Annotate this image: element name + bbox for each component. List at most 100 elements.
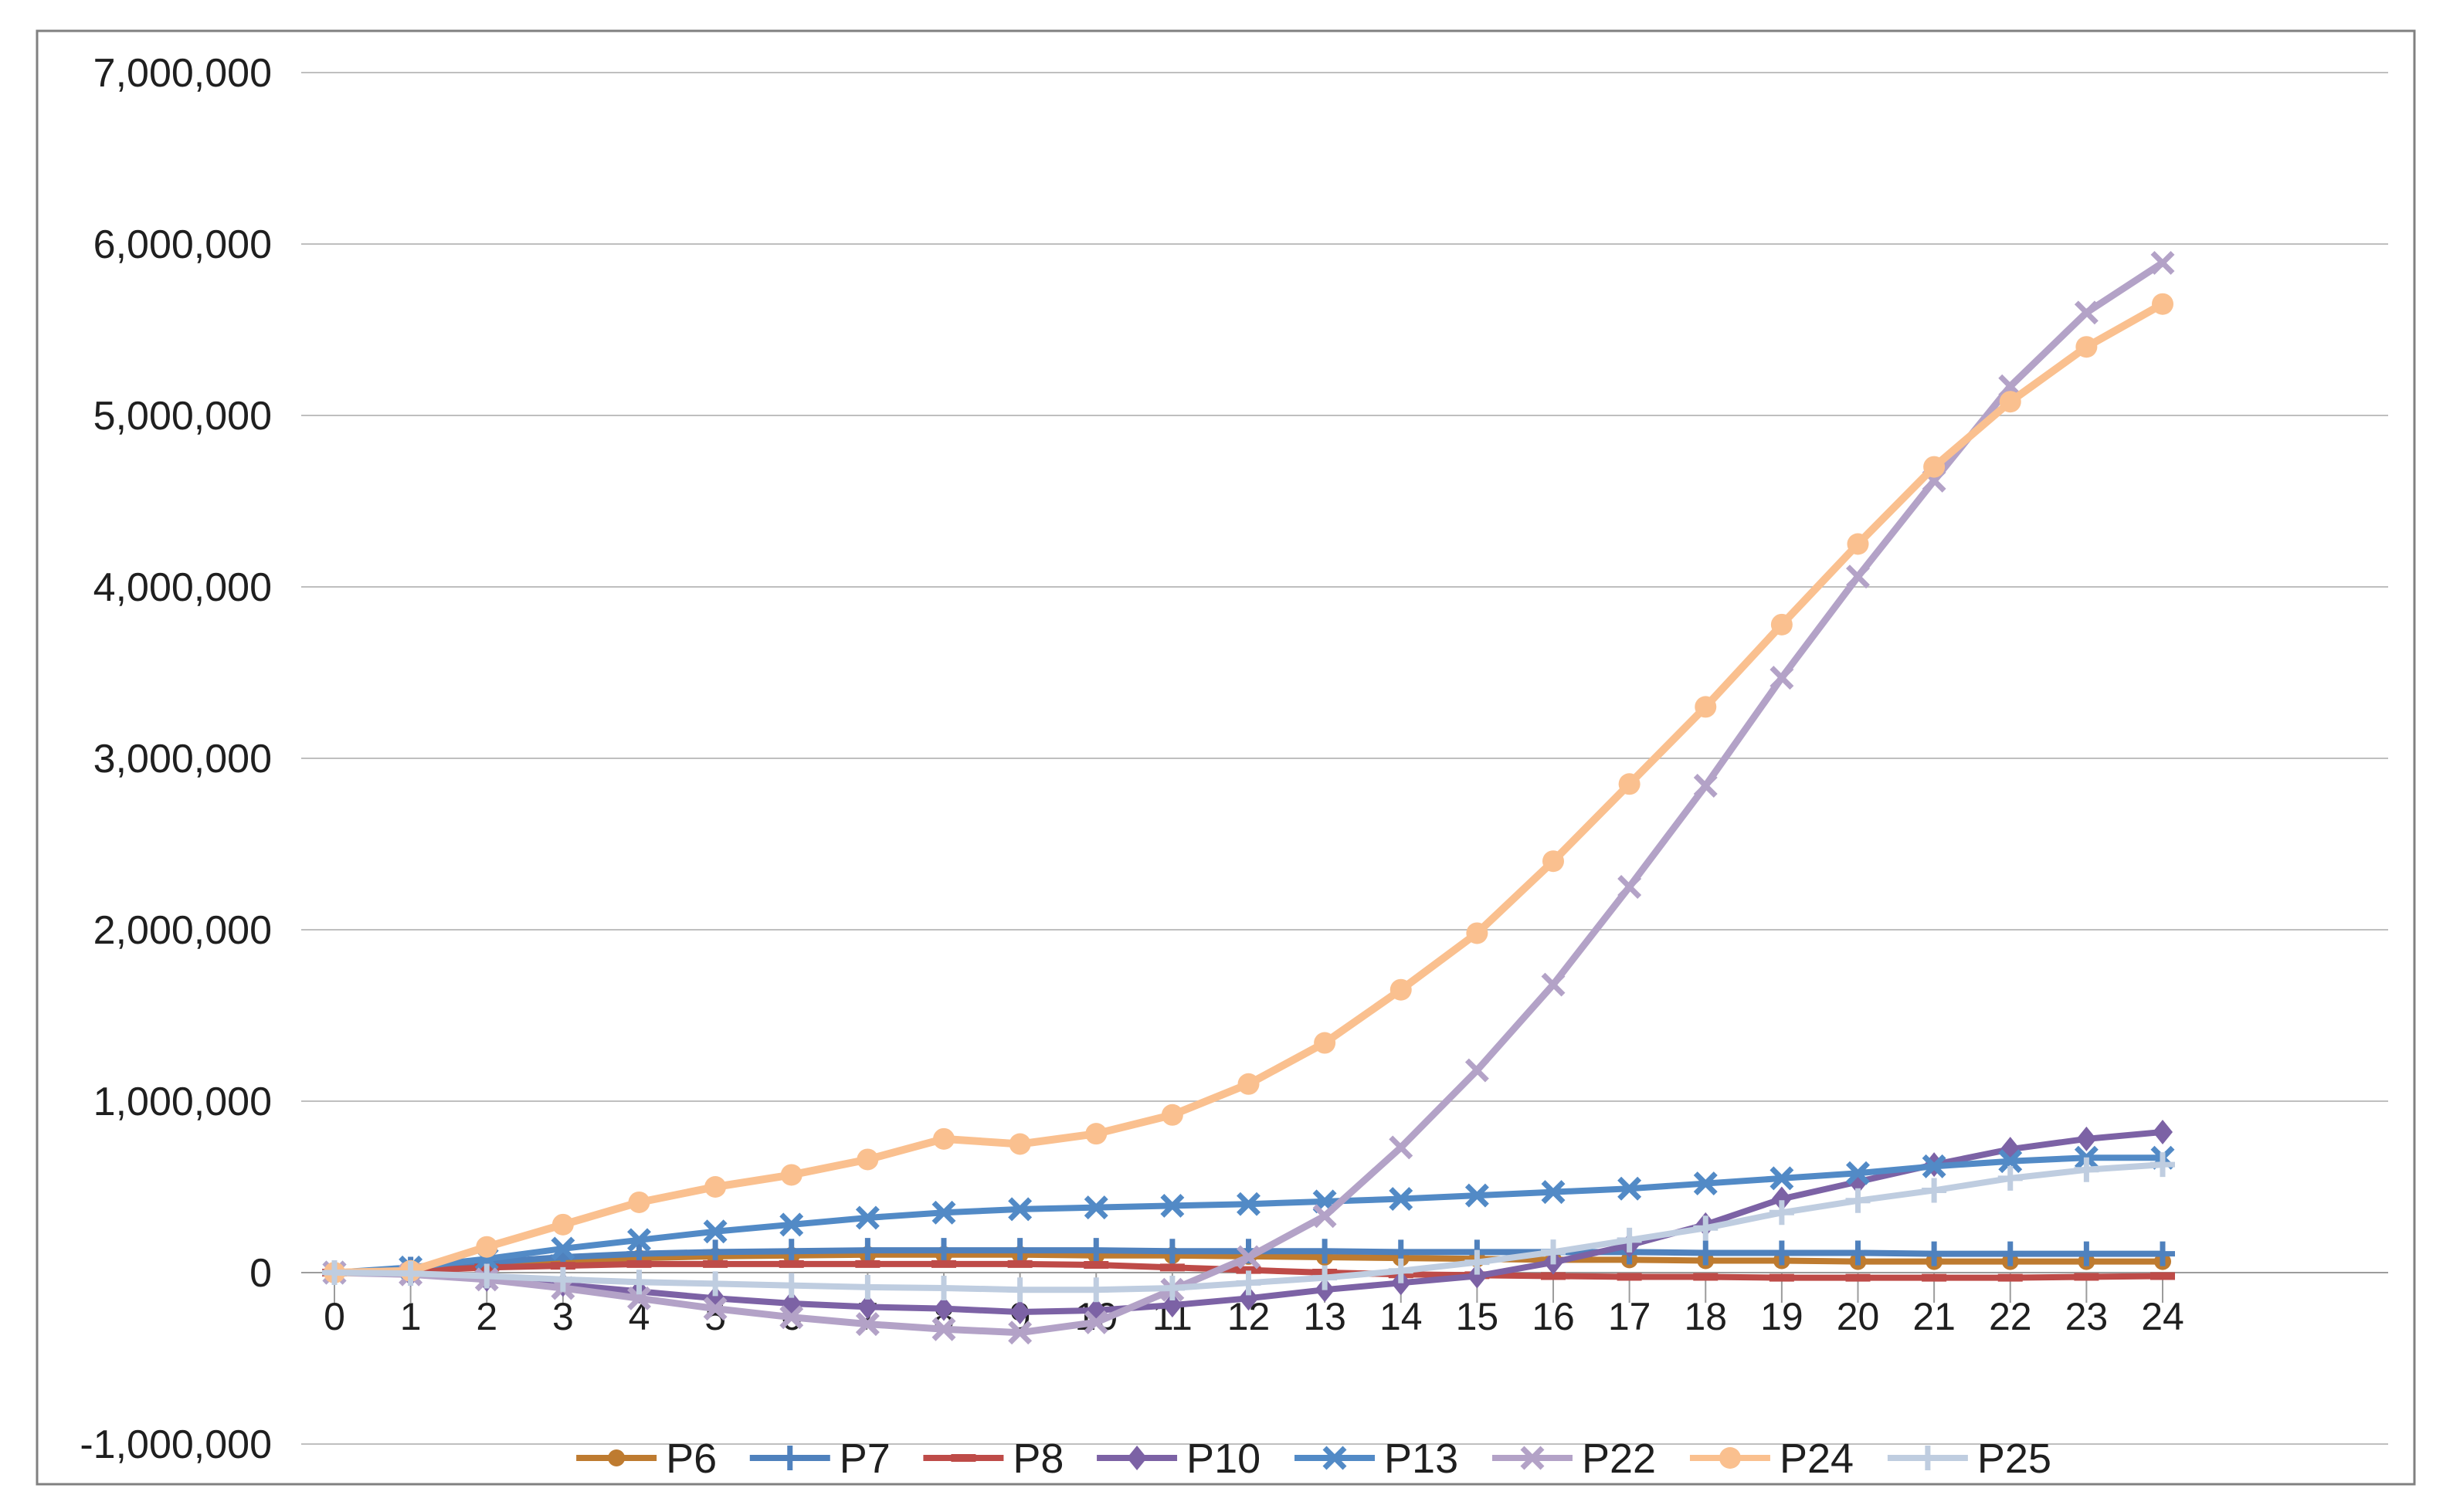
y-axis-labels: -1,000,000 0 1,000,000 2,000,000 3,000,000 4,… — [80, 51, 272, 1467]
plus-marker-icon — [855, 1274, 880, 1300]
circle-marker-icon — [1161, 1103, 1183, 1126]
x-marker-icon — [1464, 1058, 1489, 1083]
plus-marker-icon — [1084, 1277, 1109, 1303]
legend-item-P10: P10 — [1097, 1436, 1261, 1482]
x-axis-tick-label: 13 — [1303, 1295, 1346, 1338]
x-marker-icon — [1237, 1245, 1261, 1270]
y-axis-tick-label: 1,000,000 — [93, 1080, 272, 1124]
x-marker-icon — [1693, 774, 1718, 798]
legend-label: P24 — [1780, 1436, 1854, 1482]
y-axis-tick-label: 2,000,000 — [93, 908, 272, 953]
diamond-marker-icon — [1127, 1446, 1148, 1470]
x-marker-icon — [779, 1305, 804, 1330]
circle-marker-icon — [2075, 336, 2098, 358]
x-marker-icon — [1617, 1176, 1642, 1201]
x-marker-icon — [1160, 1193, 1185, 1218]
plus-marker-icon — [1617, 1227, 1642, 1253]
circle-marker-icon — [857, 1148, 879, 1171]
x-axis-tick-label: 21 — [1912, 1295, 1956, 1338]
legend-label: P13 — [1384, 1436, 1458, 1482]
x-axis-tick-label: 1 — [400, 1295, 422, 1338]
plus-marker-icon — [779, 1239, 804, 1264]
plus-marker-icon — [1312, 1239, 1338, 1264]
x-marker-icon — [1084, 1195, 1108, 1220]
plus-marker-icon — [931, 1238, 956, 1263]
plus-marker-icon — [1915, 1446, 1940, 1470]
legend-item-P6: P6 — [576, 1436, 717, 1482]
x-marker-icon — [2150, 250, 2175, 275]
x-axis-tick-label: 16 — [1532, 1295, 1575, 1338]
plus-marker-icon — [1845, 1188, 1871, 1213]
diamond-marker-icon — [857, 1294, 878, 1320]
legend-item-P7: P7 — [749, 1436, 891, 1482]
x-marker-icon — [1846, 1161, 1870, 1185]
plus-marker-icon — [2150, 1152, 2175, 1178]
circle-marker-icon — [1999, 391, 2021, 413]
x-marker-icon — [1846, 564, 1870, 589]
plus-marker-icon — [398, 1261, 423, 1287]
x-axis-tick-label: 18 — [1684, 1295, 1727, 1338]
x-marker-icon — [1084, 1310, 1108, 1334]
plus-marker-icon — [1007, 1238, 1033, 1263]
plus-marker-icon — [1541, 1239, 1566, 1265]
circle-marker-icon — [1009, 1133, 1031, 1155]
circle-marker-icon — [1923, 456, 1946, 478]
x-marker-icon — [1322, 1446, 1347, 1470]
x-marker-icon — [1769, 1166, 1794, 1191]
circle-marker-icon — [704, 1176, 727, 1198]
diamond-marker-icon — [1467, 1263, 1488, 1289]
x-marker-icon — [1312, 1204, 1337, 1229]
x-marker-icon — [1693, 1171, 1718, 1196]
y-axis-tick-label: 4,000,000 — [93, 565, 272, 610]
plus-marker-icon — [1769, 1200, 1794, 1226]
circle-marker-icon — [1466, 922, 1488, 944]
plus-marker-icon — [550, 1266, 575, 1292]
plus-marker-icon — [1159, 1275, 1185, 1300]
x-marker-icon — [627, 1286, 651, 1310]
x-axis-tick-label: 15 — [1456, 1295, 1499, 1338]
diamond-marker-icon — [2153, 1119, 2173, 1144]
x-axis-tick-label: 3 — [552, 1295, 574, 1338]
y-axis-tick-label: 0 — [249, 1251, 272, 1296]
x-axis-tick-label: 23 — [2065, 1295, 2109, 1338]
x-marker-icon — [703, 1297, 728, 1321]
circle-marker-icon — [1719, 1447, 1741, 1469]
circle-marker-icon — [608, 1449, 626, 1466]
plus-marker-icon — [1007, 1277, 1033, 1303]
plus-marker-icon — [626, 1270, 652, 1295]
x-axis-tick-label: 19 — [1760, 1295, 1803, 1338]
x-marker-icon — [931, 1200, 956, 1225]
legend-item-P24: P24 — [1689, 1436, 1854, 1482]
plus-marker-icon — [1693, 1215, 1719, 1241]
legend-item-P13: P13 — [1294, 1436, 1458, 1482]
diamond-marker-icon — [1162, 1293, 1182, 1318]
circle-marker-icon — [1695, 696, 1717, 718]
plus-marker-icon — [1464, 1249, 1490, 1275]
y-axis-tick-label: 3,000,000 — [93, 737, 272, 781]
legend-item-P25: P25 — [1887, 1436, 2051, 1482]
x-axis-tick-label: 14 — [1379, 1295, 1423, 1338]
diamond-marker-icon — [1771, 1186, 1792, 1212]
chart-outer-border — [36, 29, 2416, 1486]
x-marker-icon — [1008, 1197, 1033, 1222]
x-marker-icon — [1520, 1446, 1545, 1470]
circle-marker-icon — [1847, 533, 1869, 555]
series-P25 — [322, 1152, 2175, 1303]
plus-marker-icon — [1084, 1238, 1109, 1263]
circle-marker-icon — [1237, 1073, 1260, 1095]
plus-marker-icon — [2074, 1241, 2099, 1266]
plus-marker-icon — [855, 1238, 880, 1263]
x-marker-icon — [855, 1312, 880, 1337]
x-marker-icon — [1389, 1187, 1413, 1212]
plus-marker-icon — [931, 1275, 956, 1300]
x-marker-icon — [1464, 1183, 1489, 1208]
plus-marker-icon — [2074, 1157, 2099, 1182]
x-marker-icon — [2074, 300, 2099, 325]
x-marker-icon — [1237, 1192, 1261, 1216]
x-marker-icon — [1541, 1180, 1566, 1205]
legend-label: P25 — [1977, 1436, 2051, 1482]
series-P22 — [322, 250, 2175, 1345]
legend: P6 P7 P8 P10 P13 P22 P24 P25 — [576, 1436, 2051, 1482]
plus-marker-icon — [1922, 1241, 1947, 1266]
